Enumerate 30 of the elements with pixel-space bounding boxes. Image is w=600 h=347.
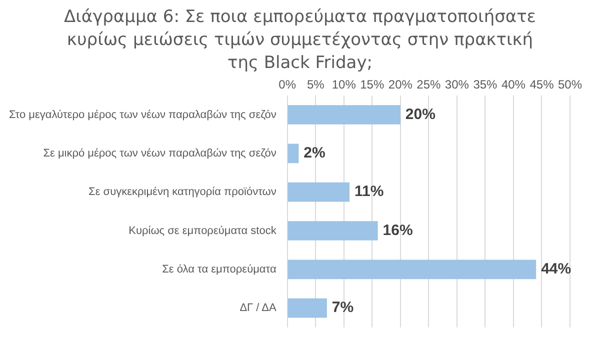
x-tick-label: 10% xyxy=(332,78,356,92)
x-tick-label: 25% xyxy=(416,78,442,92)
x-tick-label: 20% xyxy=(388,78,413,92)
x-tick-label: 35% xyxy=(473,78,498,92)
data-label: 44% xyxy=(541,260,572,278)
y-tick-label: Σε όλα τα εμπορεύματα xyxy=(162,263,277,276)
bar xyxy=(288,182,350,202)
x-tick-label: 0% xyxy=(278,78,296,92)
x-tick-label: 30% xyxy=(444,78,470,92)
data-label: 16% xyxy=(382,222,413,239)
y-tick-label: ΔΓ / ΔΑ xyxy=(240,302,278,314)
data-label: 20% xyxy=(405,106,436,123)
x-tick-label: 45% xyxy=(530,78,554,92)
x-tick-label: 15% xyxy=(360,78,384,92)
y-tick-label: Στο μεγαλύτερο μέρος των νέων παραλαβών της σεζόν xyxy=(8,108,277,121)
bar xyxy=(288,298,327,318)
y-tick-label: Σε μικρό μέρος των νέων παραλαβών της σεζόν xyxy=(43,147,277,160)
y-tick-label: Σε συγκεκριμένη κατηγορία προϊόντων xyxy=(88,186,277,198)
y-tick-label: Κυρίως σε εμπορεύματα stock xyxy=(128,224,277,237)
bar xyxy=(288,260,536,280)
x-tick-label: 5% xyxy=(306,78,325,92)
bar xyxy=(288,105,400,124)
data-label: 7% xyxy=(332,299,354,316)
chart-title: Διάγραμμα 6: Σε ποια εμπορεύματα πραγματοποιήσατε κυρίως μειώσεις τιμών συμμετέχοντας στην πρακτική της Black Friday; xyxy=(62,6,537,75)
bar xyxy=(288,221,378,240)
data-label: 2% xyxy=(304,144,326,162)
bar xyxy=(288,144,299,164)
x-tick-label: 50% xyxy=(558,78,582,92)
data-label: 11% xyxy=(354,183,384,200)
x-tick-label: 40% xyxy=(501,78,526,92)
